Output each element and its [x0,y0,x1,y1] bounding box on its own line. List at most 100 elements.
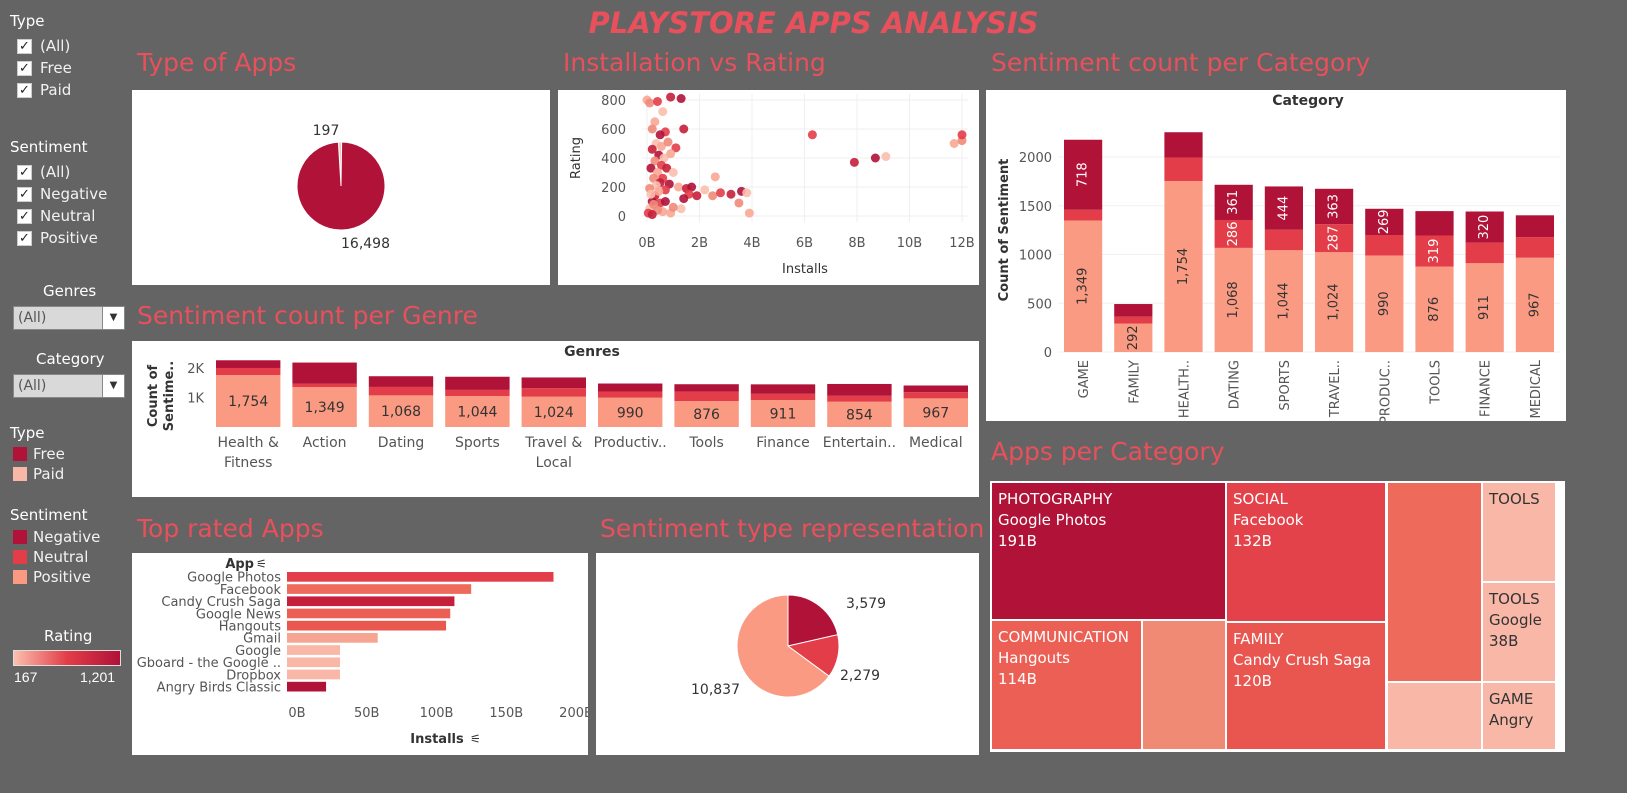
sentiment-filter-negative[interactable]: ✓ Negative [17,184,107,204]
scatter-point [676,94,686,104]
type-legend-free[interactable]: Free [13,444,65,464]
bar-data-label: 990 [1377,291,1392,316]
treemap-cell[interactable]: SOCIAL Facebook 132B [1226,482,1386,622]
y-tick-label: 500 [1027,297,1052,312]
sentiment-per-genre-chart: Genres Count of Sentime.. 1K 2K 1,754 Health &… [146,344,968,471]
bar [287,645,341,655]
stacked-bar-segment [445,396,510,427]
stacked-bar-segment [1264,250,1303,352]
bar-data-label: 292 [1126,325,1141,350]
checkbox-checked-icon[interactable]: ✓ [17,230,32,246]
stacked-bar-segment [368,386,434,396]
genres-dropdown[interactable]: (All) ▼ [13,306,125,330]
scatter-point [666,92,676,102]
sentiment-filter-positive[interactable]: ✓ Positive [17,228,98,248]
bar-data-label: 990 [617,405,644,421]
stacked-bar-segment [674,391,739,402]
bar-data-label: 1,754 [1176,248,1191,285]
scatter-point [807,130,817,140]
scatter-point [742,188,752,198]
pie-slice-label: 10,837 [691,682,740,698]
scatter-point [646,163,656,173]
type-filter-all[interactable]: ✓ (All) [17,36,70,56]
sentiment-type-pie: 3,579 2,279 10,837 [691,594,886,698]
scatter-point [645,98,655,108]
y-tick-label: Candy Crush Saga [161,595,281,610]
bar-data-label: 911 [770,407,797,423]
sentiment-per-genre-title: Sentiment count per Genre [137,301,478,330]
treemap-cell[interactable]: TOOLS [1482,482,1556,582]
treemap-cell[interactable]: TOOLS Google 38B [1482,582,1556,682]
x-tick-label: 200B [559,706,588,721]
bar-data-label: 319 [1427,239,1442,264]
bar [287,669,341,680]
apps-per-category-title: Apps per Category [991,437,1225,466]
treemap-cell[interactable] [1387,682,1482,750]
stacked-bar-segment [216,360,281,368]
swatch-icon [13,550,27,564]
type-filter-free[interactable]: ✓ Free [17,58,72,78]
sentiment-legend-negative[interactable]: Negative [13,527,100,547]
x-tick-label: Sports [455,435,500,451]
scatter-point [659,153,669,163]
sentiment-legend-positive[interactable]: Positive [13,567,91,587]
sentiment-legend-neutral[interactable]: Neutral [13,547,88,567]
x-tick-label: Entertain.. [823,435,896,451]
treemap-cell[interactable] [1387,482,1482,682]
stacked-bar-segment [750,400,816,427]
top-rated-apps-panel: App ⚟ Google Photos Facebook Candy Crush Sag… [132,553,593,755]
x-tick-label: 12B [949,236,974,251]
stacked-bar-segment [1465,263,1504,352]
checkbox-checked-icon[interactable]: ✓ [17,186,32,202]
bar [287,596,455,607]
scatter-point [649,173,659,183]
stacked-bar-segment [1515,257,1554,352]
scatter-point [654,186,664,196]
treemap-cell[interactable]: COMMUNICATION Hangouts 114B [991,620,1142,750]
y-tick-label: 1K [187,391,204,406]
stacked-bar-segment [903,392,968,399]
treemap-cell[interactable]: GAME Angry [1482,682,1556,750]
swatch-icon [13,447,27,461]
sentiment-per-category-panel: Category Count of Sentiment 0 500 1000 1500 20… [986,90,1566,424]
scatter-point [716,188,725,198]
stacked-bar-segment [1064,139,1103,210]
bar-data-label: 911 [1477,295,1492,320]
y-tick-label: 1000 [1019,249,1052,264]
stacked-bar-segment [1164,180,1203,352]
bar [287,657,341,668]
treemap-cell[interactable] [1142,620,1226,750]
chevron-down-icon[interactable]: ▼ [102,307,124,329]
sentiment-filter-all[interactable]: ✓ (All) [17,162,70,182]
checkbox-checked-icon[interactable]: ✓ [17,38,32,54]
y-tick-label: 0 [618,210,626,225]
checkbox-checked-icon[interactable]: ✓ [17,208,32,224]
bar-data-label: 269 [1377,209,1392,234]
x-axis-label: Installs [782,262,828,277]
stacked-bar-segment [750,384,816,394]
treemap-cell[interactable]: PHOTOGRAPHY Google Photos 191B [991,482,1226,620]
stacked-bar-segment [1415,235,1454,267]
bar-data-label: 854 [846,407,873,423]
category-dropdown[interactable]: (All) ▼ [13,374,125,398]
bar-data-label: 1,024 [1327,283,1342,320]
checkbox-checked-icon[interactable]: ✓ [17,82,32,98]
chevron-down-icon[interactable]: ▼ [102,375,124,397]
type-legend-paid[interactable]: Paid [13,464,64,484]
stacked-bar-segment [1114,323,1153,352]
bar-data-label: 444 [1276,196,1291,221]
y-tick-label: 1500 [1019,200,1052,215]
treemap-cell[interactable]: FAMILY Candy Crush Saga 120B [1226,622,1386,750]
bar-data-label: 1,068 [1226,281,1241,318]
y-tick-label: Google [235,644,281,659]
scatter-point [668,202,678,212]
type-filter-paid[interactable]: ✓ Paid [17,80,71,100]
checkbox-checked-icon[interactable]: ✓ [17,164,32,180]
type-filter-label: Type [10,12,45,30]
checkbox-checked-icon[interactable]: ✓ [17,60,32,76]
chart-title: Genres [564,344,620,360]
x-tick-label: 0B [638,236,655,251]
bar-data-label: 1,068 [381,404,421,420]
sentiment-filter-neutral[interactable]: ✓ Neutral [17,206,95,226]
scatter-point [656,141,666,151]
